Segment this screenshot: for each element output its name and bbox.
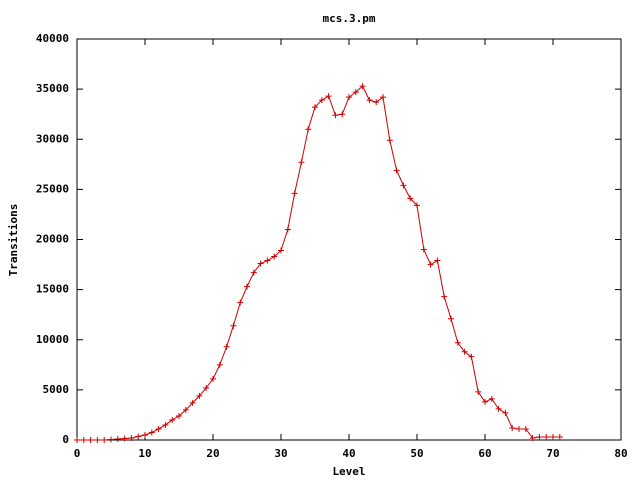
- point-marker: [237, 299, 244, 306]
- point-marker: [101, 437, 108, 443]
- y-tick-label: 20000: [36, 233, 69, 246]
- point-marker: [536, 433, 543, 440]
- y-tick-label: 35000: [36, 82, 69, 95]
- y-tick-label: 40000: [36, 32, 69, 45]
- point-marker: [461, 348, 468, 355]
- point-marker: [393, 167, 400, 174]
- point-marker: [482, 398, 488, 405]
- point-marker: [142, 431, 148, 438]
- chart-title: mcs.3.pm: [323, 12, 376, 25]
- point-marker: [332, 112, 339, 119]
- point-marker: [339, 111, 346, 118]
- x-tick-label: 40: [342, 447, 355, 460]
- point-marker: [325, 93, 332, 100]
- point-marker: [522, 425, 529, 432]
- point-marker: [556, 433, 563, 440]
- point-marker: [495, 405, 502, 412]
- point-marker: [87, 437, 94, 443]
- point-marker: [176, 412, 182, 419]
- point-marker: [312, 104, 318, 111]
- point-marker: [468, 353, 475, 360]
- point-marker: [366, 97, 373, 104]
- point-marker: [216, 361, 223, 368]
- point-marker: [244, 283, 250, 290]
- point-marker: [352, 89, 359, 96]
- point-marker: [257, 260, 264, 267]
- point-marker: [509, 424, 516, 431]
- point-marker: [189, 399, 196, 406]
- point-marker: [128, 434, 135, 441]
- point-marker: [454, 339, 461, 346]
- point-marker: [543, 433, 550, 440]
- x-tick-label: 80: [614, 447, 627, 460]
- point-marker: [448, 315, 454, 322]
- point-marker: [264, 257, 271, 264]
- point-marker: [488, 395, 495, 402]
- x-tick-label: 70: [546, 447, 559, 460]
- point-marker: [291, 190, 298, 197]
- point-marker: [74, 437, 80, 443]
- point-marker: [400, 182, 407, 189]
- point-marker: [250, 269, 257, 276]
- point-marker: [196, 392, 203, 399]
- point-marker: [407, 195, 414, 202]
- point-marker: [373, 99, 380, 106]
- point-marker: [271, 253, 278, 260]
- x-tick-label: 0: [74, 447, 81, 460]
- y-tick-label: 25000: [36, 182, 69, 195]
- point-marker: [550, 433, 556, 440]
- point-marker: [278, 247, 284, 254]
- point-marker: [475, 388, 482, 395]
- point-marker: [182, 406, 189, 413]
- point-marker: [210, 375, 216, 382]
- y-tick-label: 5000: [43, 383, 70, 396]
- x-tick-label: 60: [478, 447, 491, 460]
- point-marker: [284, 226, 291, 233]
- x-tick-label: 30: [274, 447, 287, 460]
- x-axis-label: Level: [332, 465, 365, 478]
- x-tick-label: 50: [410, 447, 423, 460]
- point-marker: [420, 246, 427, 253]
- point-marker: [148, 429, 155, 436]
- point-marker: [414, 202, 420, 209]
- point-marker: [162, 421, 169, 428]
- point-marker: [502, 409, 509, 416]
- point-marker: [155, 425, 162, 432]
- y-tick-label: 15000: [36, 283, 69, 296]
- point-marker: [441, 293, 448, 300]
- point-marker: [298, 159, 305, 166]
- y-tick-label: 0: [62, 433, 69, 446]
- point-marker: [434, 257, 441, 264]
- y-tick-label: 10000: [36, 333, 69, 346]
- point-marker: [427, 261, 434, 268]
- point-marker: [359, 83, 366, 90]
- point-marker: [80, 437, 87, 443]
- point-marker: [223, 343, 230, 350]
- point-marker: [529, 434, 536, 441]
- point-marker: [169, 416, 176, 423]
- point-marker: [346, 94, 352, 101]
- x-tick-label: 10: [138, 447, 151, 460]
- point-marker: [108, 436, 114, 443]
- point-marker: [380, 94, 386, 101]
- x-tick-label: 20: [206, 447, 219, 460]
- y-tick-label: 30000: [36, 132, 69, 145]
- point-marker: [135, 433, 142, 440]
- point-marker: [318, 97, 325, 104]
- point-marker: [305, 126, 312, 133]
- point-marker: [114, 435, 121, 442]
- point-marker: [386, 137, 393, 144]
- series-line: [77, 85, 560, 441]
- point-marker: [94, 437, 101, 443]
- y-axis-label: Transitions: [7, 204, 20, 277]
- point-marker: [121, 435, 128, 442]
- point-marker: [203, 384, 210, 391]
- point-marker: [230, 322, 237, 329]
- point-marker: [516, 425, 522, 432]
